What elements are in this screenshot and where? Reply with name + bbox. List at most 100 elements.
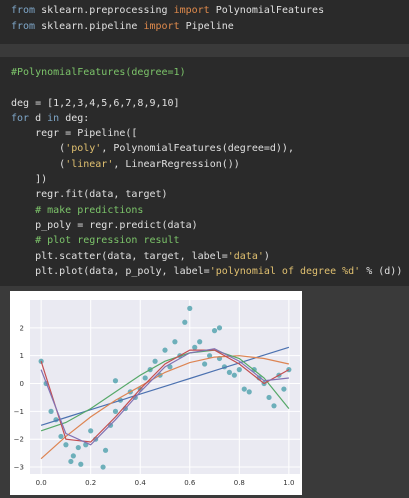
scatter-point — [68, 458, 74, 465]
scatter-point — [246, 389, 252, 395]
code-line: #PolynomialFeatures(degree=1) — [0, 65, 409, 80]
code-token: #PolynomialFeatures(degree=1) — [11, 67, 186, 78]
code-line: ('poly', PolynomialFeatures(degree=d)), — [0, 141, 409, 156]
code-token: import — [173, 5, 210, 16]
scatter-point — [236, 367, 242, 373]
code-token: PolynomialFeatures — [209, 5, 325, 16]
scatter-point — [88, 428, 94, 434]
y-tick-label: −3 — [14, 464, 24, 472]
x-tick-label: 1.0 — [283, 479, 294, 487]
code-token: p_poly = regr.predict(data) — [11, 219, 198, 231]
scatter-point — [63, 442, 69, 448]
code-token: 'poly' — [65, 143, 102, 155]
code-token: 'data' — [227, 250, 264, 262]
scatter-point — [182, 319, 188, 325]
scatter-point — [102, 447, 109, 453]
code-cell: #PolynomialFeatures(degree=1) deg = [1,2,… — [0, 57, 409, 286]
scatter-point — [187, 305, 193, 311]
y-tick-label: 0 — [20, 380, 24, 388]
scatter-point — [226, 369, 233, 375]
code-line: regr.fit(data, target) — [0, 187, 409, 202]
scatter-point — [48, 408, 54, 414]
scatter-point — [152, 358, 158, 364]
code-token: regr.fit(data, target) — [11, 189, 168, 201]
code-line: # make predictions — [0, 203, 409, 218]
scatter-point — [231, 372, 237, 378]
x-tick-label: 0.4 — [135, 479, 147, 487]
code-line: ]) — [0, 172, 409, 187]
code-line: from sklearn.pipeline import Pipeline — [0, 19, 409, 35]
y-tick-label: 2 — [20, 324, 24, 332]
axes-background — [30, 300, 300, 474]
scatter-point — [216, 325, 223, 331]
code-token: ) — [263, 250, 270, 262]
code-token: deg: — [59, 112, 90, 124]
scatter-point — [192, 344, 198, 350]
code-line: plt.scatter(data, target, label='data') — [0, 249, 409, 264]
scatter-point — [202, 361, 208, 367]
code-line: # plot regression result — [0, 233, 409, 248]
code-line: p_poly = regr.predict(data) — [0, 218, 409, 233]
regression-line — [40, 348, 289, 446]
code-token: Pipeline — [179, 21, 234, 32]
code-line: ('linear', LinearRegression()) — [0, 157, 409, 172]
scatter-point — [211, 328, 218, 334]
code-token: # plot regression result — [11, 235, 180, 247]
scatter-point — [58, 433, 64, 440]
code-token: ]) — [11, 174, 48, 186]
code-token: 'linear' — [65, 158, 114, 170]
scatter-point — [162, 347, 168, 353]
code-token: ( — [11, 158, 66, 170]
x-tick-label: 0.2 — [85, 479, 96, 487]
x-tick-label: 0.0 — [36, 479, 47, 487]
code-token: # make predictions — [11, 204, 144, 216]
code-token: ( — [11, 143, 66, 155]
scatter-point — [271, 403, 277, 409]
code-token: sklearn.pipeline — [35, 21, 144, 32]
code-line: from sklearn.preprocessing import Polyno… — [0, 3, 409, 19]
code-token: import — [143, 21, 180, 32]
plot: 0.0 0.2 0.4 0.6 0.8 1.0 −3 −2 −1 0 1 2 — [10, 291, 302, 495]
code-line: for d in deg: — [0, 111, 409, 126]
code-token: regr = Pipeline([ — [11, 128, 138, 140]
code-token: deg = [1,2,3,4,5,6,7,8,9,10] — [11, 97, 180, 109]
code-line — [0, 80, 409, 95]
scatter-point — [172, 339, 178, 345]
code-token: 'polynomial of degree %d' — [209, 265, 361, 277]
y-tick-label: 1 — [20, 352, 24, 360]
x-tick-label: 0.8 — [234, 479, 245, 487]
code-line: plt.plot(data, p_poly, label='polynomial… — [0, 264, 409, 279]
scatter-point — [112, 408, 119, 414]
code-cell: from sklearn.preprocessing import Polyno… — [0, 0, 409, 44]
regression-line — [40, 349, 290, 432]
scatter-point — [241, 386, 247, 392]
scatter-point — [75, 444, 81, 451]
code-token: for — [11, 112, 30, 124]
code-token: sklearn.preprocessing — [35, 5, 174, 16]
y-tick-label: −2 — [14, 436, 24, 444]
scatter-point — [281, 386, 287, 392]
code-token: % (d)) — [360, 265, 403, 277]
scatter-point — [100, 464, 106, 470]
scatter-point — [266, 394, 272, 401]
scatter-point — [167, 364, 173, 370]
scatter-point — [112, 378, 119, 384]
code-token: in — [47, 112, 60, 124]
scatter-point — [78, 461, 84, 467]
code-token: , LinearRegression()) — [113, 158, 240, 170]
x-tick-label: 0.6 — [184, 479, 196, 487]
regression-line — [40, 355, 290, 460]
code-token: plt.plot(data, p_poly, label= — [11, 265, 210, 277]
scatter-point — [142, 375, 148, 381]
code-token: from — [11, 21, 36, 32]
code-token: plt.scatter(data, target, label= — [11, 250, 228, 262]
code-line: deg = [1,2,3,4,5,6,7,8,9,10] — [0, 96, 409, 111]
regression-line — [40, 346, 290, 426]
scatter-point — [197, 339, 203, 345]
code-token: d — [29, 112, 48, 124]
code-token: from — [11, 5, 36, 16]
y-tick-label: −1 — [14, 408, 24, 416]
code-line: regr = Pipeline([ — [0, 126, 409, 141]
scatter-point — [70, 453, 76, 459]
